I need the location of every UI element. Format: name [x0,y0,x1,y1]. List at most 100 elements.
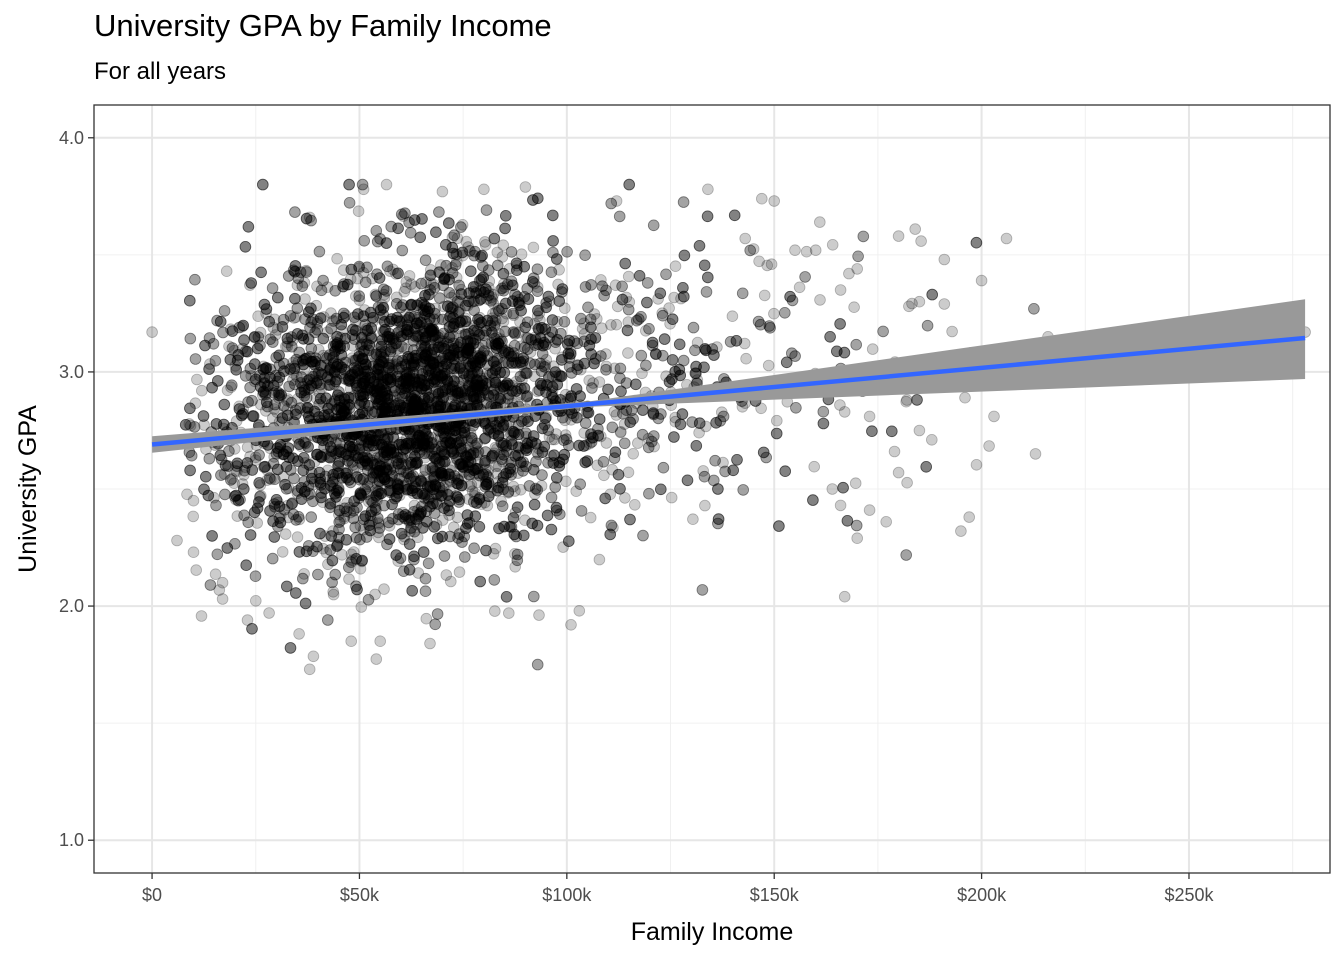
scatter-point [236,478,249,490]
scatter-point [238,509,250,522]
scatter-point [487,288,500,301]
scatter-point [439,379,452,391]
scatter-point [469,487,481,499]
scatter-point [187,510,200,523]
scatter-point [826,239,839,251]
scatter-point [424,264,437,276]
scatter-point [546,370,559,383]
scatter-point [342,561,355,574]
scatter-point [359,381,371,394]
scatter-point [225,381,237,394]
scatter-point [558,315,571,328]
scatter-point [1028,302,1040,315]
scatter-point [438,300,450,313]
scatter-point [470,396,483,408]
scatter-point [228,344,241,357]
scatter-point [312,568,324,581]
scatter-point [497,315,510,328]
scatter-point [344,273,357,285]
scatter-point [349,521,362,534]
scatter-point [458,441,470,454]
scatter-point [405,403,418,416]
scatter-point [355,373,368,385]
scatter-point [443,382,456,394]
scatter-point [488,574,501,586]
scatter-point [737,484,749,496]
scatter-point [450,271,463,284]
scatter-point [398,533,410,546]
scatter-point [535,480,548,492]
scatter-point [534,314,546,327]
scatter-point [598,289,610,302]
scatter-point [424,479,437,492]
scatter-point [637,529,649,542]
scatter-point [343,197,356,209]
scatter-point [256,389,269,401]
scatter-point [446,261,458,274]
scatter-point [433,206,445,218]
scatter-point [545,266,558,279]
scatter-point [768,307,780,320]
scatter-point [384,265,396,277]
scatter-point [502,392,515,405]
scatter-point [376,376,388,388]
scatter-point [660,268,672,281]
scatter-point [268,313,281,326]
scatter-point [575,312,587,325]
scatter-point [412,380,425,393]
chart-title: University GPA by Family Income [94,8,552,43]
scatter-point [191,373,203,386]
scatter-point [433,336,445,349]
scatter-point [479,337,492,349]
scatter-point [195,610,208,622]
scatter-point [254,489,267,502]
scatter-point [744,244,756,257]
scatter-point [462,441,475,454]
scatter-point [317,274,329,287]
scatter-point [366,406,379,419]
scatter-point [460,370,473,383]
scatter-point [443,286,456,299]
scatter-point [204,579,217,591]
scatter-point [383,343,396,356]
scatter-point [287,367,300,379]
scatter-point [455,283,468,296]
scatter-point [362,593,375,606]
scatter-point [215,469,227,481]
scatter-point [983,440,995,452]
scatter-point [510,375,522,388]
scatter-point [628,498,641,511]
scatter-point [970,458,983,471]
scatter-point [446,420,458,433]
scatter-point [584,511,597,524]
scatter-point [305,511,318,523]
scatter-point [578,427,590,439]
scatter-point [255,398,267,411]
scatter-point [533,307,546,319]
scatter-point [675,292,687,305]
scatter-point [328,346,340,359]
scatter-point [593,553,606,566]
scatter-point [361,433,373,446]
scatter-point [461,391,473,404]
scatter-point [328,472,341,485]
scatter-point [711,341,723,353]
scatter-point [326,473,339,485]
scatter-point [610,318,623,331]
scatter-point [360,324,372,337]
scatter-point [442,339,455,351]
scatter-point [403,426,416,438]
scatter-point [300,264,312,277]
scatter-point [254,326,267,339]
scatter-point [225,474,237,486]
scatter-point [609,279,622,292]
scatter-point [597,455,610,468]
scatter-point [645,435,658,448]
scatter-point [268,473,281,486]
scatter-point [281,336,294,349]
scatter-point [359,276,372,289]
scatter-point [390,464,402,477]
scatter-point [698,470,711,483]
scatter-point [489,542,502,555]
scatter-point [340,402,353,415]
